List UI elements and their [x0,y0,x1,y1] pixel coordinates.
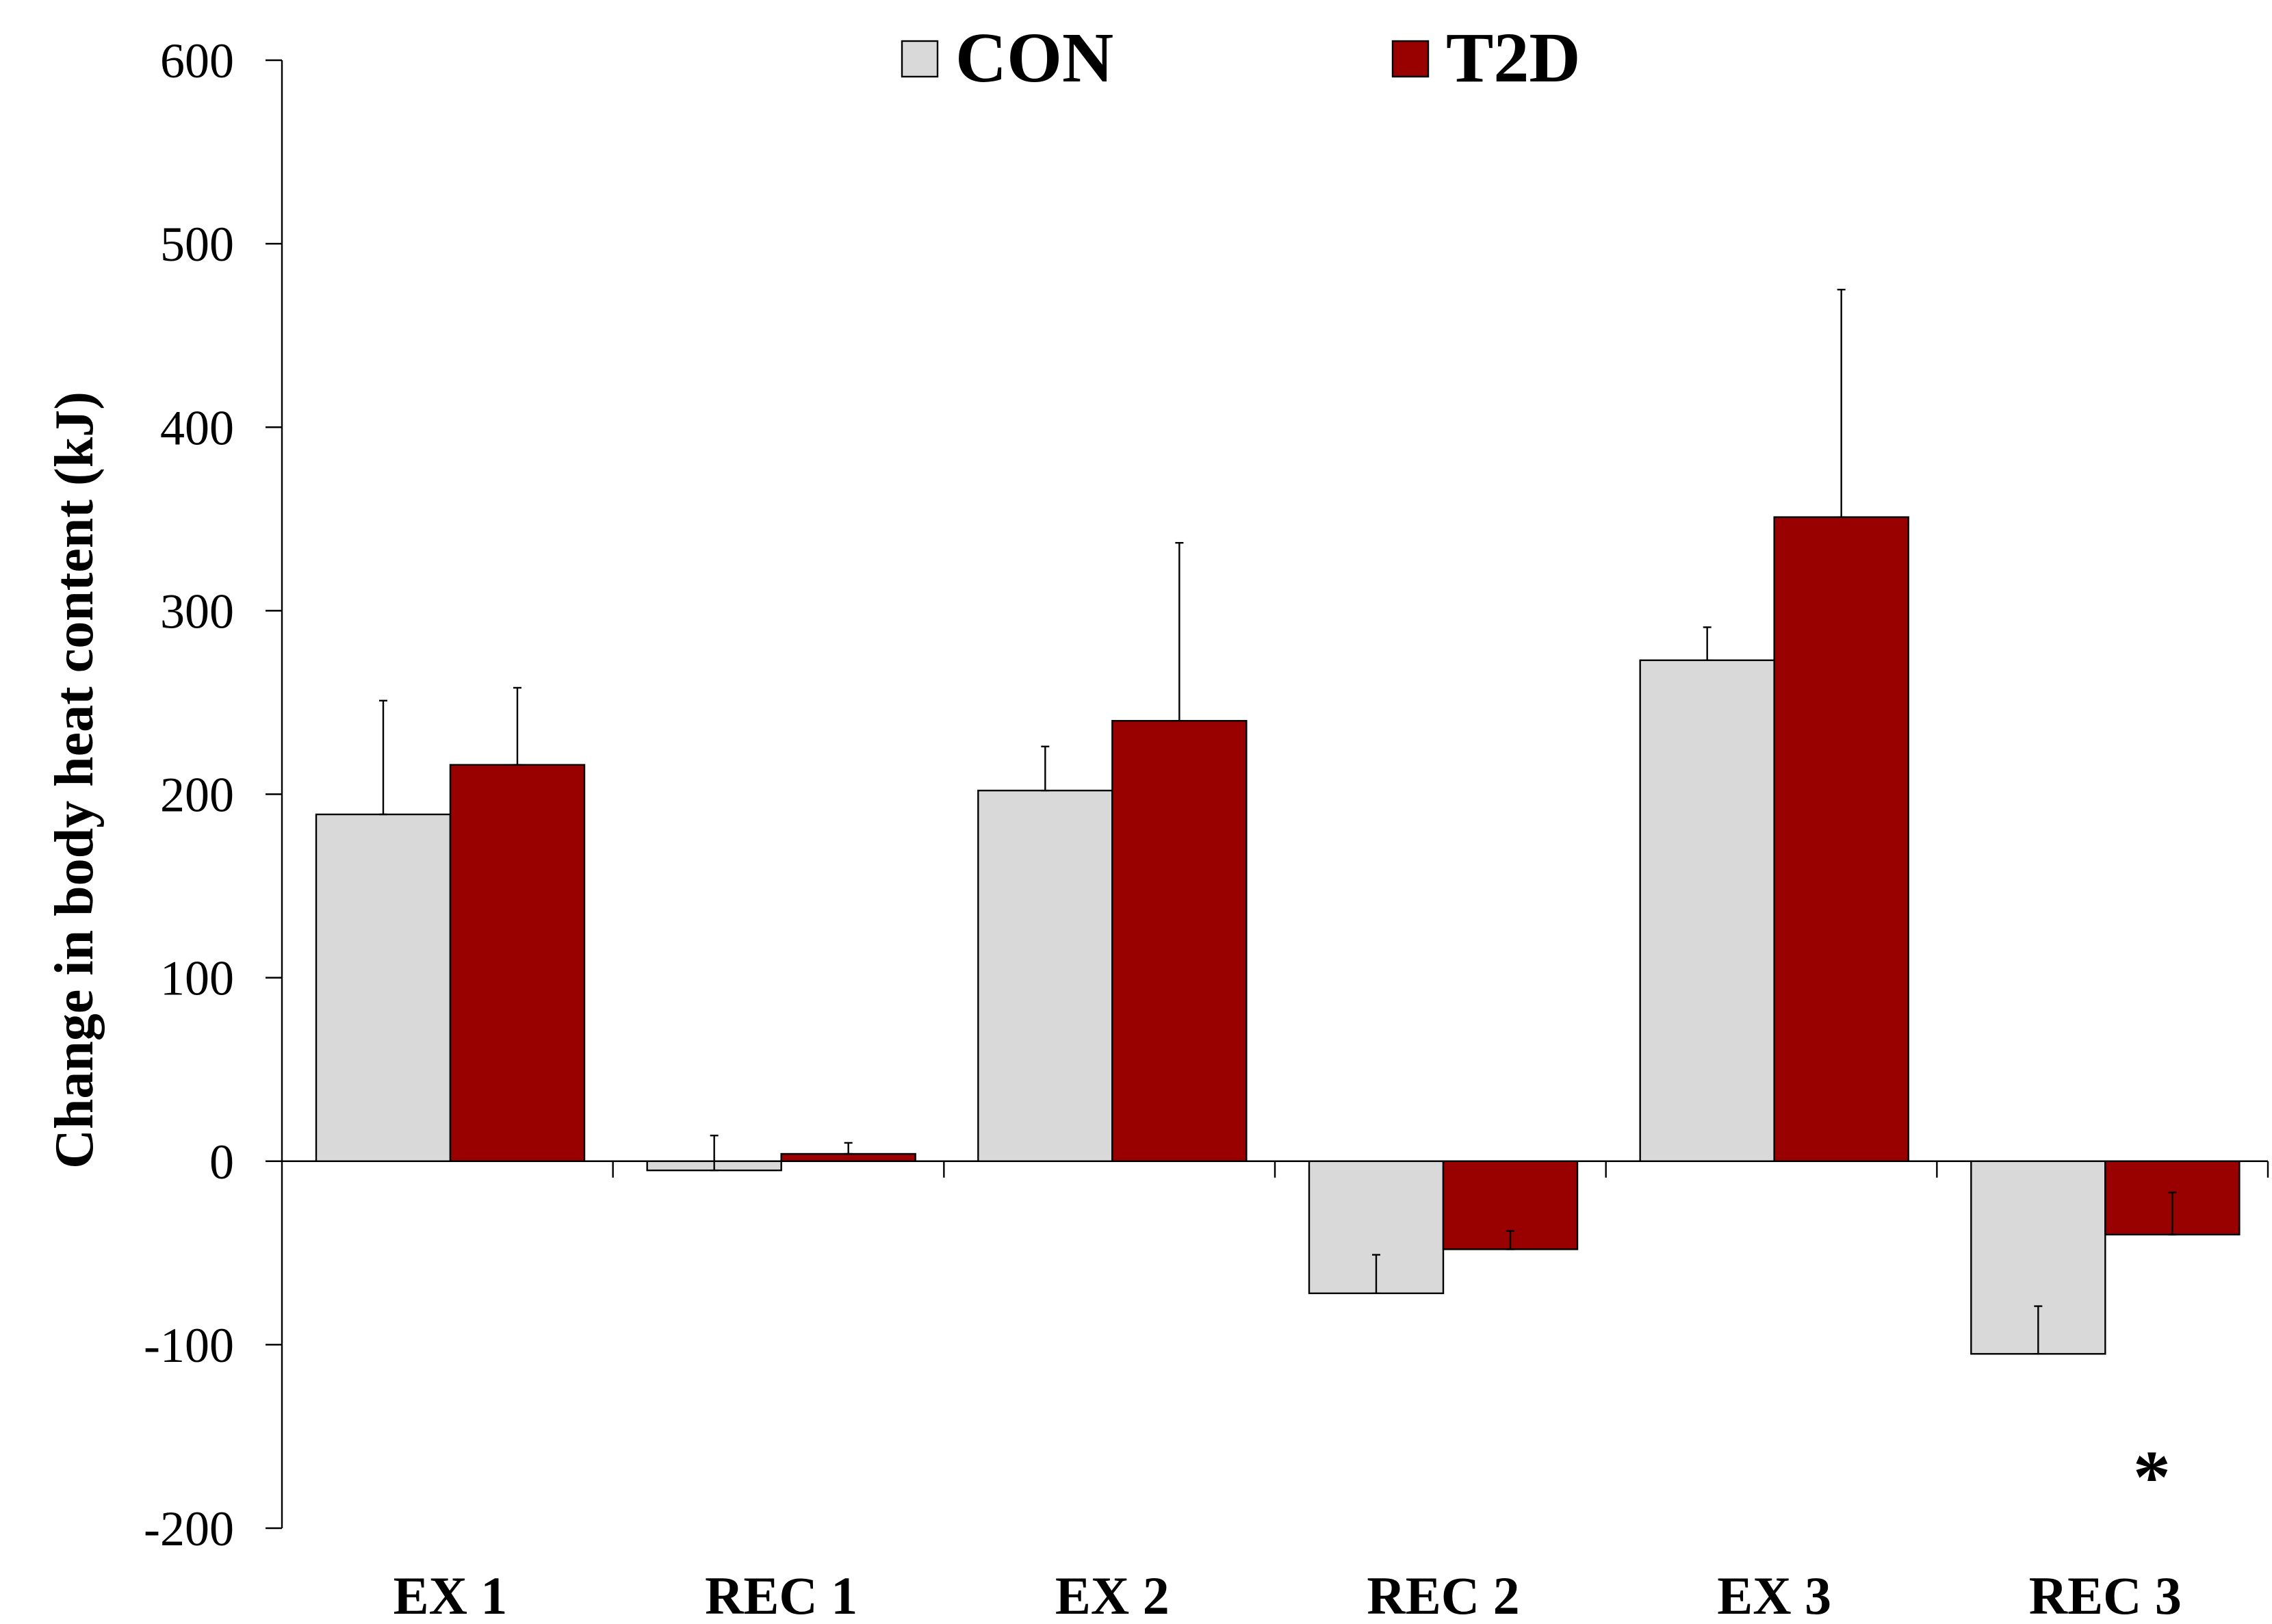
x-tick-label: EX 3 [1717,1566,1831,1624]
bar-con-ex-1 [315,813,452,1162]
bar-con-ex-3 [1639,659,1775,1162]
significance-marker: * [2133,1435,2171,1519]
bar-t2d-ex-2 [1111,720,1248,1162]
legend: CON T2D [901,18,1580,97]
y-tick-label: 600 [160,34,234,88]
y-tick-label: 100 [160,951,234,1006]
bars [315,516,2241,1355]
error-bars [379,288,2177,1355]
y-tick-label: -100 [144,1318,234,1373]
legend-label-t2d: T2D [1446,18,1580,97]
legend-label-con: CON [955,18,1113,97]
x-axis [282,1160,2269,1178]
x-tick-label: REC 3 [2029,1566,2182,1624]
y-tick-label: 0 [209,1135,234,1189]
legend-swatch-t2d [1391,40,1430,78]
category-labels: EX 1 REC 1 EX 2 REC 2 EX 3 REC 3 [393,1566,2182,1624]
y-tick-label: 500 [160,217,234,272]
annotations: * [2133,1435,2171,1519]
bar-t2d-ex-3 [1773,516,1909,1162]
y-tick-label: -200 [144,1501,234,1556]
bar-con-ex-2 [977,789,1113,1162]
bar-t2d-ex-1 [449,764,586,1162]
y-tick-label: 200 [160,768,234,823]
x-tick-label: EX 1 [393,1566,508,1624]
y-tick-label: 300 [160,584,234,639]
y-tick-label: 400 [160,400,234,455]
x-tick-label: EX 2 [1055,1566,1170,1624]
y-axis: 600 500 400 300 200 100 0 -100 -200 [144,34,283,1556]
bar-t2d-rec-1 [780,1152,916,1162]
x-tick-label: REC 2 [1367,1566,1519,1624]
y-axis-label: Change in body heat content (kJ) [44,391,105,1169]
legend-swatch-con [901,40,939,78]
x-tick-label: REC 1 [705,1566,857,1624]
